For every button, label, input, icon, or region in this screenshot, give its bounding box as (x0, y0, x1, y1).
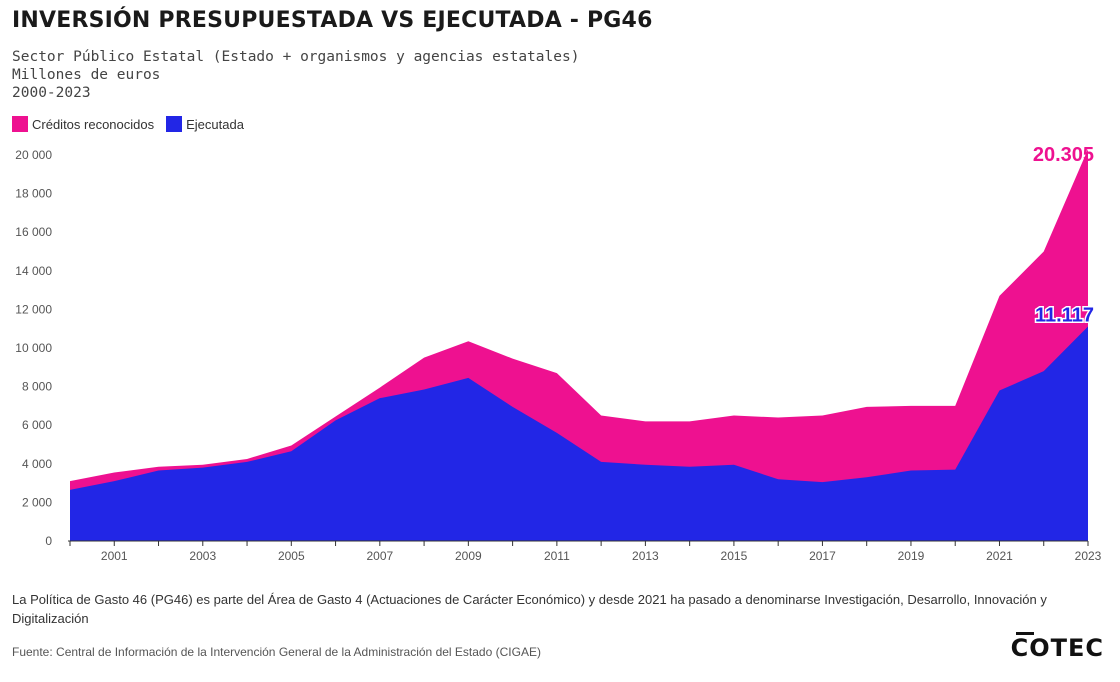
chart-subtitle: Sector Público Estatal (Estado + organis… (12, 48, 579, 102)
area-series-ejecutada (70, 326, 1088, 541)
y-tick-label: 4 000 (22, 457, 52, 471)
x-tick-label: 2019 (898, 549, 925, 563)
chart-note: La Política de Gasto 46 (PG46) es parte … (12, 592, 1047, 626)
y-tick-label: 12 000 (15, 302, 52, 316)
x-tick-label: 2011 (544, 549, 570, 563)
y-tick-label: 6 000 (22, 418, 52, 432)
y-tick-label: 16 000 (15, 225, 52, 239)
chart-source: Fuente: Central de Información de la Int… (12, 645, 541, 659)
legend-item-creditos: Créditos reconocidos (12, 116, 154, 132)
x-tick-label: 2003 (189, 549, 216, 563)
subtitle-line-3: 2000-2023 (12, 85, 91, 101)
y-tick-label: 8 000 (22, 380, 52, 394)
y-tick-label: 10 000 (15, 341, 52, 355)
legend-swatch-ejecutada (166, 116, 183, 132)
x-tick-label: 2007 (366, 549, 393, 563)
x-tick-label: 2009 (455, 549, 482, 563)
logo-bar (1016, 632, 1034, 635)
x-tick-label: 2013 (632, 549, 659, 563)
y-tick-label: 0 (45, 534, 52, 548)
legend-swatch-creditos (12, 116, 28, 132)
chart-title: INVERSIÓN PRESUPUESTADA VS EJECUTADA - P… (12, 8, 653, 33)
legend-label-creditos: Créditos reconocidos (32, 116, 155, 132)
y-tick-label: 20 000 (15, 148, 52, 162)
cotec-logo: COTEC (1010, 634, 1104, 662)
annotation-ejecutada-2023: 11.117 (1035, 304, 1094, 326)
y-tick-label: 14 000 (15, 264, 52, 278)
annotation-creditos-2023: 20.305 (1033, 144, 1094, 166)
x-tick-label: 2021 (986, 549, 1013, 563)
y-tick-label: 2 000 (22, 495, 52, 509)
x-tick-label: 2017 (809, 549, 836, 563)
x-tick-label: 2015 (721, 549, 748, 563)
subtitle-line-1: Sector Público Estatal (Estado + organis… (12, 49, 580, 65)
x-tick-label: 2001 (101, 549, 128, 563)
subtitle-line-2: Millones de euros (12, 67, 161, 83)
x-tick-label: 2023 (1075, 549, 1102, 563)
y-tick-label: 18 000 (15, 187, 52, 201)
legend: Créditos reconocidos Ejecutada (12, 116, 256, 132)
legend-item-ejecutada: Ejecutada (166, 116, 244, 132)
area-chart: 0 2 000 4 000 6 000 8 000 10 000 12 000 14 000 1… (15, 144, 1102, 563)
x-tick-label: 2005 (278, 549, 305, 563)
legend-label-ejecutada: Ejecutada (186, 116, 244, 132)
